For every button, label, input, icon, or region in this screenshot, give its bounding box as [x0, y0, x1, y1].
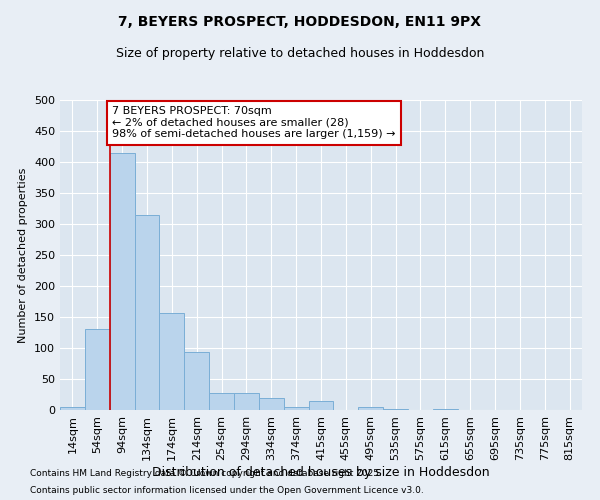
Bar — [160, 312, 184, 410]
Text: Contains HM Land Registry data © Crown copyright and database right 2025.: Contains HM Land Registry data © Crown c… — [30, 468, 382, 477]
Text: 7 BEYERS PROSPECT: 70sqm
← 2% of detached houses are smaller (28)
98% of semi-de: 7 BEYERS PROSPECT: 70sqm ← 2% of detache… — [112, 106, 396, 140]
Y-axis label: Number of detached properties: Number of detached properties — [19, 168, 28, 342]
Text: Size of property relative to detached houses in Hoddesdon: Size of property relative to detached ho… — [116, 48, 484, 60]
Bar — [234, 392, 259, 410]
Bar — [308, 402, 334, 410]
Bar — [209, 392, 234, 410]
Bar — [85, 330, 110, 410]
X-axis label: Distribution of detached houses by size in Hoddesdon: Distribution of detached houses by size … — [152, 466, 490, 478]
Bar — [110, 152, 134, 410]
Bar — [358, 407, 383, 410]
Bar — [60, 407, 85, 410]
Bar — [134, 214, 160, 410]
Bar — [284, 407, 308, 410]
Text: Contains public sector information licensed under the Open Government Licence v3: Contains public sector information licen… — [30, 486, 424, 495]
Bar — [184, 352, 209, 410]
Text: 7, BEYERS PROSPECT, HODDESDON, EN11 9PX: 7, BEYERS PROSPECT, HODDESDON, EN11 9PX — [119, 15, 482, 29]
Bar — [259, 398, 284, 410]
